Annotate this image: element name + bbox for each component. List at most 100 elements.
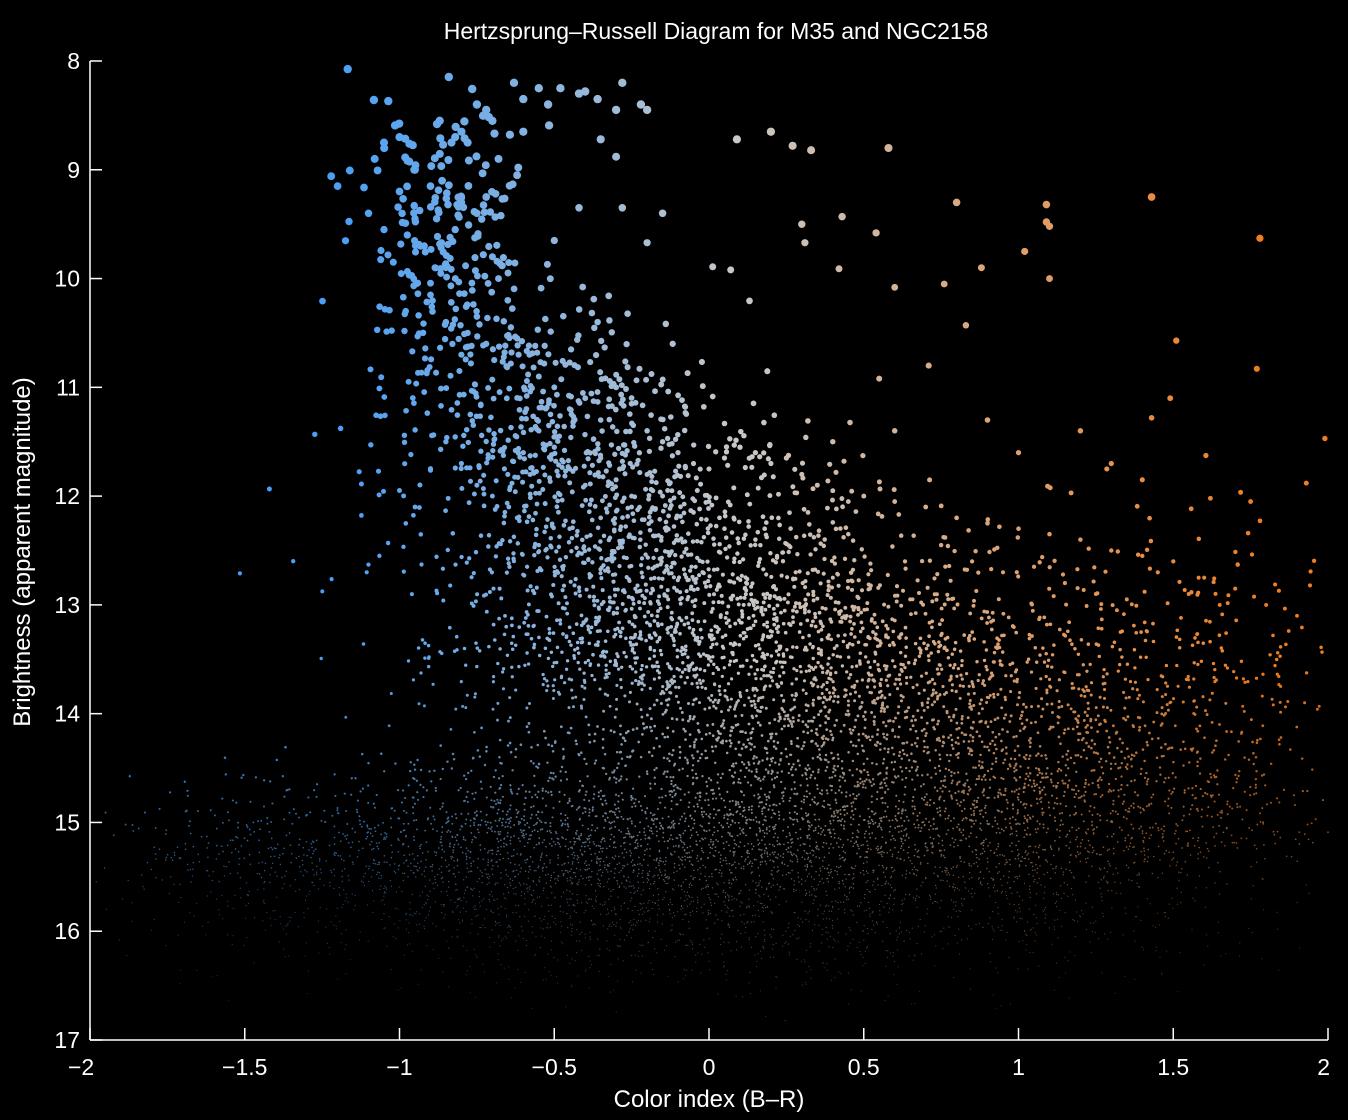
star-point <box>930 625 934 630</box>
star-point <box>438 385 444 392</box>
star-point <box>519 551 525 557</box>
star-point <box>427 279 434 287</box>
star-point <box>765 674 769 678</box>
star-point <box>858 651 863 655</box>
star-point <box>666 703 670 707</box>
star-point <box>626 935 628 937</box>
star-point <box>687 668 691 673</box>
star-point <box>504 500 510 506</box>
star-point <box>729 745 732 748</box>
star-point <box>896 825 899 828</box>
star-point <box>985 838 987 840</box>
star-point <box>393 870 396 873</box>
star-point <box>819 870 822 872</box>
star-point <box>651 907 653 910</box>
star-point <box>540 388 547 395</box>
star-point <box>773 785 776 789</box>
star-point <box>629 563 634 569</box>
star-point <box>807 669 812 673</box>
star-point <box>801 635 805 640</box>
star-point <box>588 663 592 668</box>
star-point <box>564 634 569 638</box>
star-point <box>1029 721 1033 725</box>
star-point <box>909 675 913 679</box>
star-point <box>495 343 503 350</box>
star-point <box>383 770 386 773</box>
star-point <box>723 444 730 450</box>
star-point <box>481 472 487 478</box>
star-point <box>872 871 874 873</box>
star-point <box>697 860 699 862</box>
star-point <box>601 746 605 749</box>
star-point <box>1044 754 1047 757</box>
star-point <box>380 877 382 879</box>
star-point <box>791 854 794 857</box>
star-point <box>447 625 452 630</box>
star-point <box>835 572 840 577</box>
star-point <box>958 684 962 688</box>
star-point <box>1039 677 1043 681</box>
star-point <box>801 506 807 512</box>
star-point <box>502 342 509 349</box>
star-point <box>897 807 900 810</box>
star-point <box>897 775 900 778</box>
star-point <box>805 852 808 854</box>
star-point <box>578 779 582 783</box>
star-point <box>499 596 504 601</box>
star-point <box>549 523 555 529</box>
star-point <box>877 690 882 694</box>
star-point <box>825 789 829 792</box>
star-point <box>979 698 984 702</box>
star-point <box>479 905 481 907</box>
star-point <box>1145 771 1148 775</box>
star-point <box>959 801 963 804</box>
star-point <box>1118 647 1122 652</box>
star-point <box>926 697 930 701</box>
star-point <box>764 819 767 822</box>
star-point <box>830 520 836 525</box>
star-point <box>549 771 553 775</box>
star-point <box>791 620 795 625</box>
star-point <box>573 577 578 582</box>
star-point <box>653 768 656 772</box>
star-point <box>440 838 442 841</box>
star-point <box>622 867 624 869</box>
star-point <box>587 450 593 456</box>
star-point <box>1055 891 1058 894</box>
star-point <box>811 598 816 603</box>
star-point <box>658 416 664 423</box>
star-point <box>742 464 748 471</box>
star-point <box>1011 624 1015 629</box>
star-point <box>790 722 793 726</box>
star-point <box>397 240 405 248</box>
star-point <box>697 652 701 656</box>
star-point <box>638 537 643 542</box>
star-point <box>905 766 908 770</box>
star-point <box>641 945 643 947</box>
star-point <box>1053 801 1056 805</box>
star-point <box>697 573 702 578</box>
star-point <box>500 353 507 361</box>
star-point <box>588 309 596 317</box>
star-point <box>1064 782 1067 785</box>
star-point <box>612 406 619 413</box>
star-point <box>796 818 798 821</box>
star-point <box>776 491 781 497</box>
star-point <box>834 940 836 942</box>
star-point <box>1070 686 1074 690</box>
star-point <box>1079 694 1083 698</box>
star-point <box>896 949 899 951</box>
star-point <box>569 915 572 917</box>
star-point <box>866 582 871 587</box>
star-point <box>628 664 632 669</box>
star-point <box>874 888 876 891</box>
star-point <box>518 424 524 430</box>
star-point <box>700 753 704 756</box>
star-point <box>487 644 491 649</box>
star-point <box>678 756 682 759</box>
star-point <box>612 634 616 639</box>
star-point <box>759 787 763 790</box>
star-point <box>645 713 649 717</box>
star-point <box>541 905 543 907</box>
star-point <box>343 64 352 74</box>
